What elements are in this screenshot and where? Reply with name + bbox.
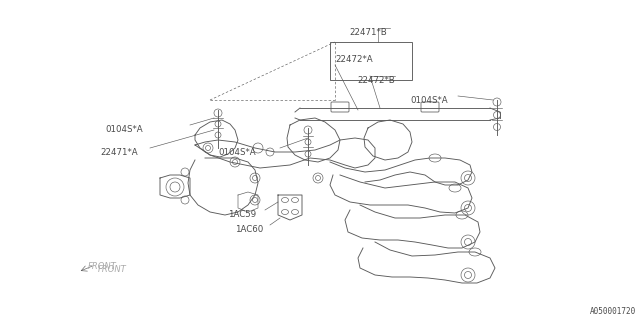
Text: 0104S*A: 0104S*A <box>105 125 143 134</box>
Text: FRONT: FRONT <box>98 265 127 274</box>
Text: A050001720: A050001720 <box>589 307 636 316</box>
Text: 0104S*A: 0104S*A <box>410 96 447 105</box>
Text: 22471*B: 22471*B <box>349 28 387 37</box>
Text: 0104S*A: 0104S*A <box>218 148 255 157</box>
Text: FRONT: FRONT <box>88 262 116 271</box>
Text: 22472*B: 22472*B <box>357 76 395 85</box>
Text: 22472*A: 22472*A <box>335 55 372 64</box>
Text: 22471*A: 22471*A <box>100 148 138 157</box>
Text: 1AC60: 1AC60 <box>235 225 263 234</box>
Bar <box>330 42 412 80</box>
Text: 1AC59: 1AC59 <box>228 210 256 219</box>
